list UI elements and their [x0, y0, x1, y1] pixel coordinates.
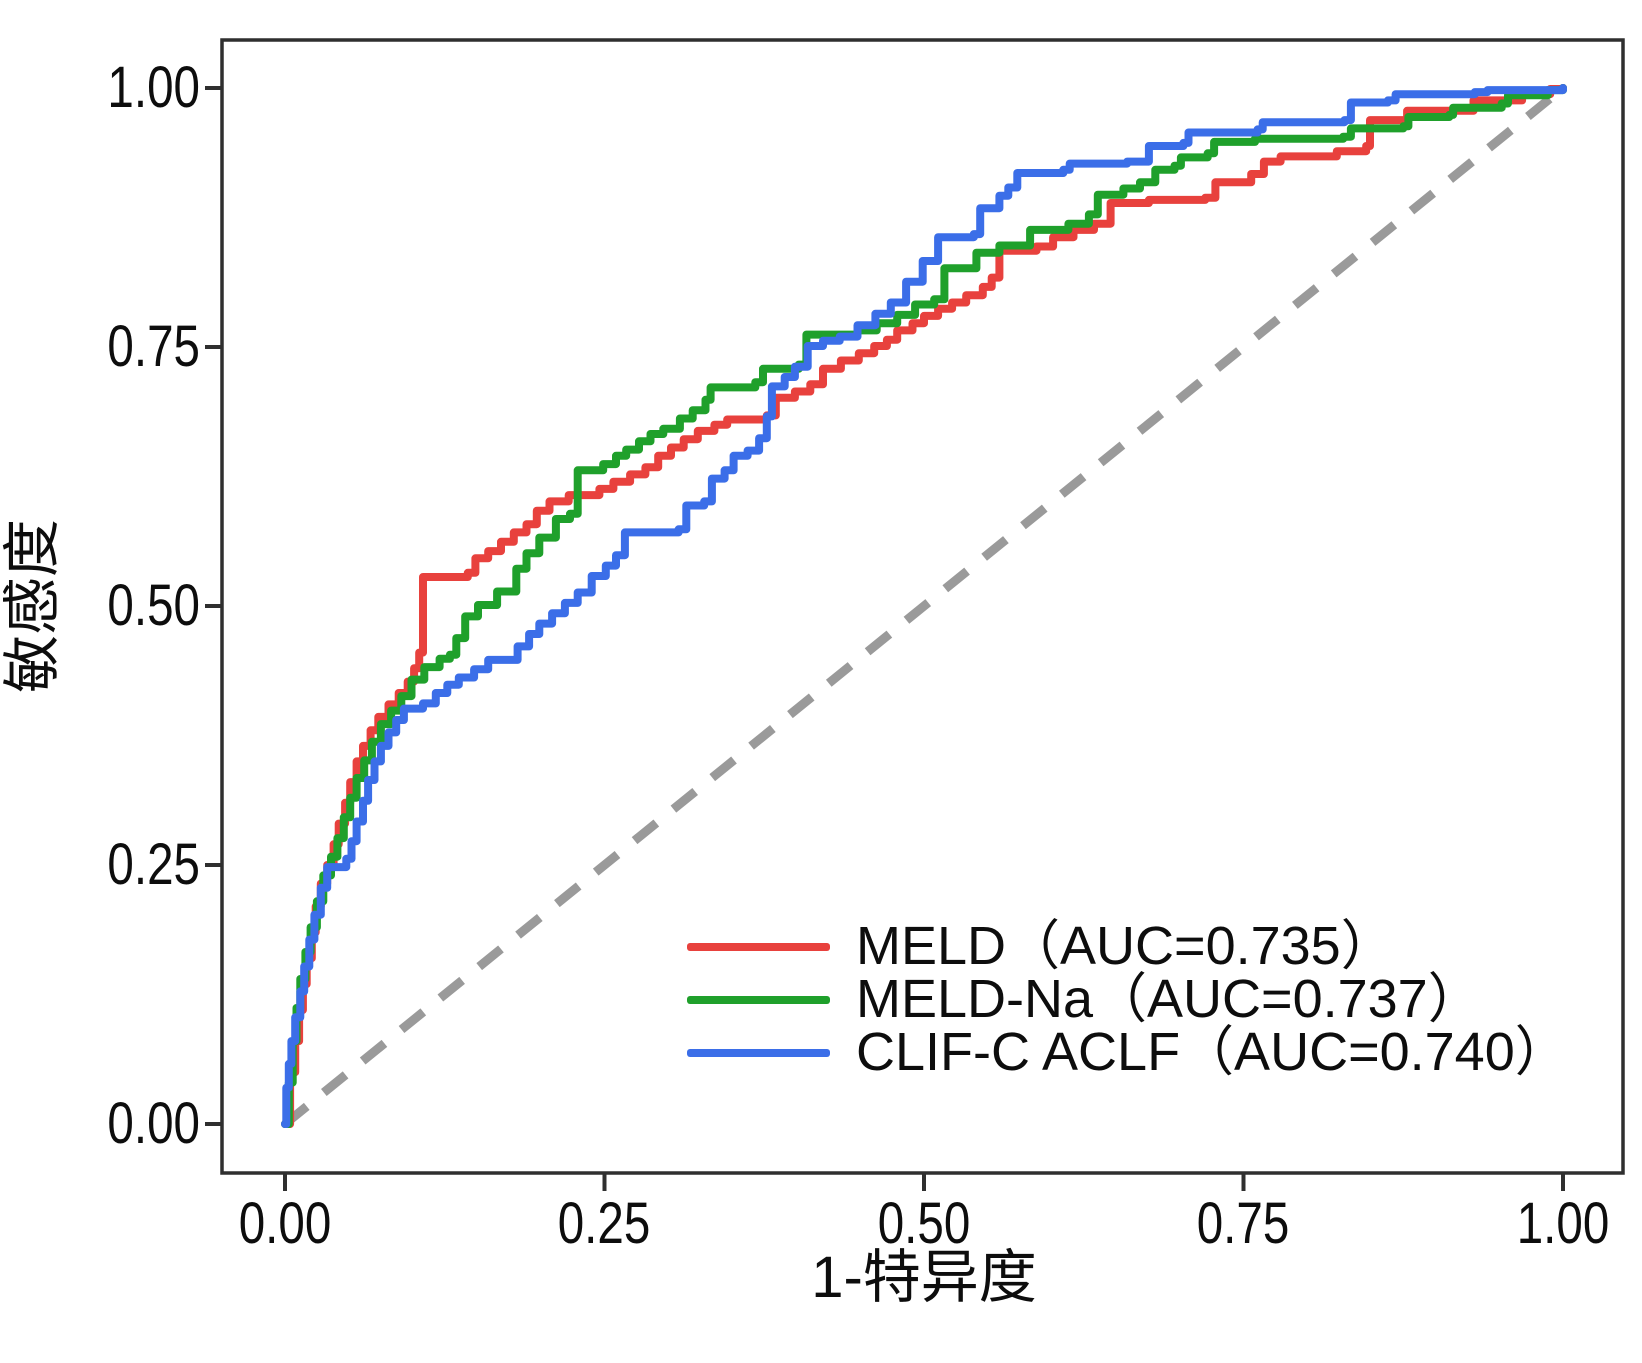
diagonal-reference-line [282, 84, 1566, 1128]
y-tick-label-0-50: 0.50 [107, 573, 200, 638]
x-tick-label-0-25: 0.25 [557, 1191, 651, 1256]
y-tick-label-0-75: 0.75 [107, 314, 200, 379]
legend-item-clif-c-aclf: CLIF-C ACLF（AUC=0.740） [687, 1022, 1569, 1082]
legend-label-clif-c-aclf: CLIF-C ACLF（AUC=0.740） [856, 1022, 1569, 1082]
roc-curve-meld-na [281, 84, 1567, 1128]
y-axis-title: 敏感度 [0, 519, 65, 694]
legend-label-meld: MELD（AUC=0.735） [856, 916, 1395, 976]
legend-line-meld-swatch [687, 942, 830, 951]
x-tick-label-0-00: 0.00 [238, 1191, 332, 1256]
legend-item-meld-na: MELD-Na（AUC=0.737） [687, 969, 1569, 1029]
legend-line-clif-c-aclf-swatch [687, 1048, 830, 1057]
x-tick-label-0-50: 0.50 [877, 1191, 971, 1256]
y-tick-label-1-00: 1.00 [107, 55, 200, 120]
x-tick-label-0-75: 0.75 [1196, 1191, 1290, 1256]
x-axis-title: 1-特异度 [811, 1245, 1037, 1310]
legend-label-meld-na: MELD-Na（AUC=0.737） [856, 969, 1482, 1029]
legend-line-meld-na-swatch [687, 995, 830, 1004]
roc-curves [281, 84, 1567, 1128]
x-tick-label-1-00: 1.00 [1516, 1191, 1610, 1256]
axis-tick-marks [205, 86, 1565, 1191]
roc-curve-clif-c-aclf [281, 84, 1567, 1128]
legend: MELD（AUC=0.735） MELD-Na（AUC=0.737） CLIF-… [687, 916, 1569, 1082]
legend-item-meld: MELD（AUC=0.735） [687, 916, 1569, 976]
y-tick-label-0-00: 0.00 [107, 1091, 200, 1156]
roc-curve-meld [281, 84, 1567, 1128]
y-tick-label-0-25: 0.25 [107, 832, 200, 897]
